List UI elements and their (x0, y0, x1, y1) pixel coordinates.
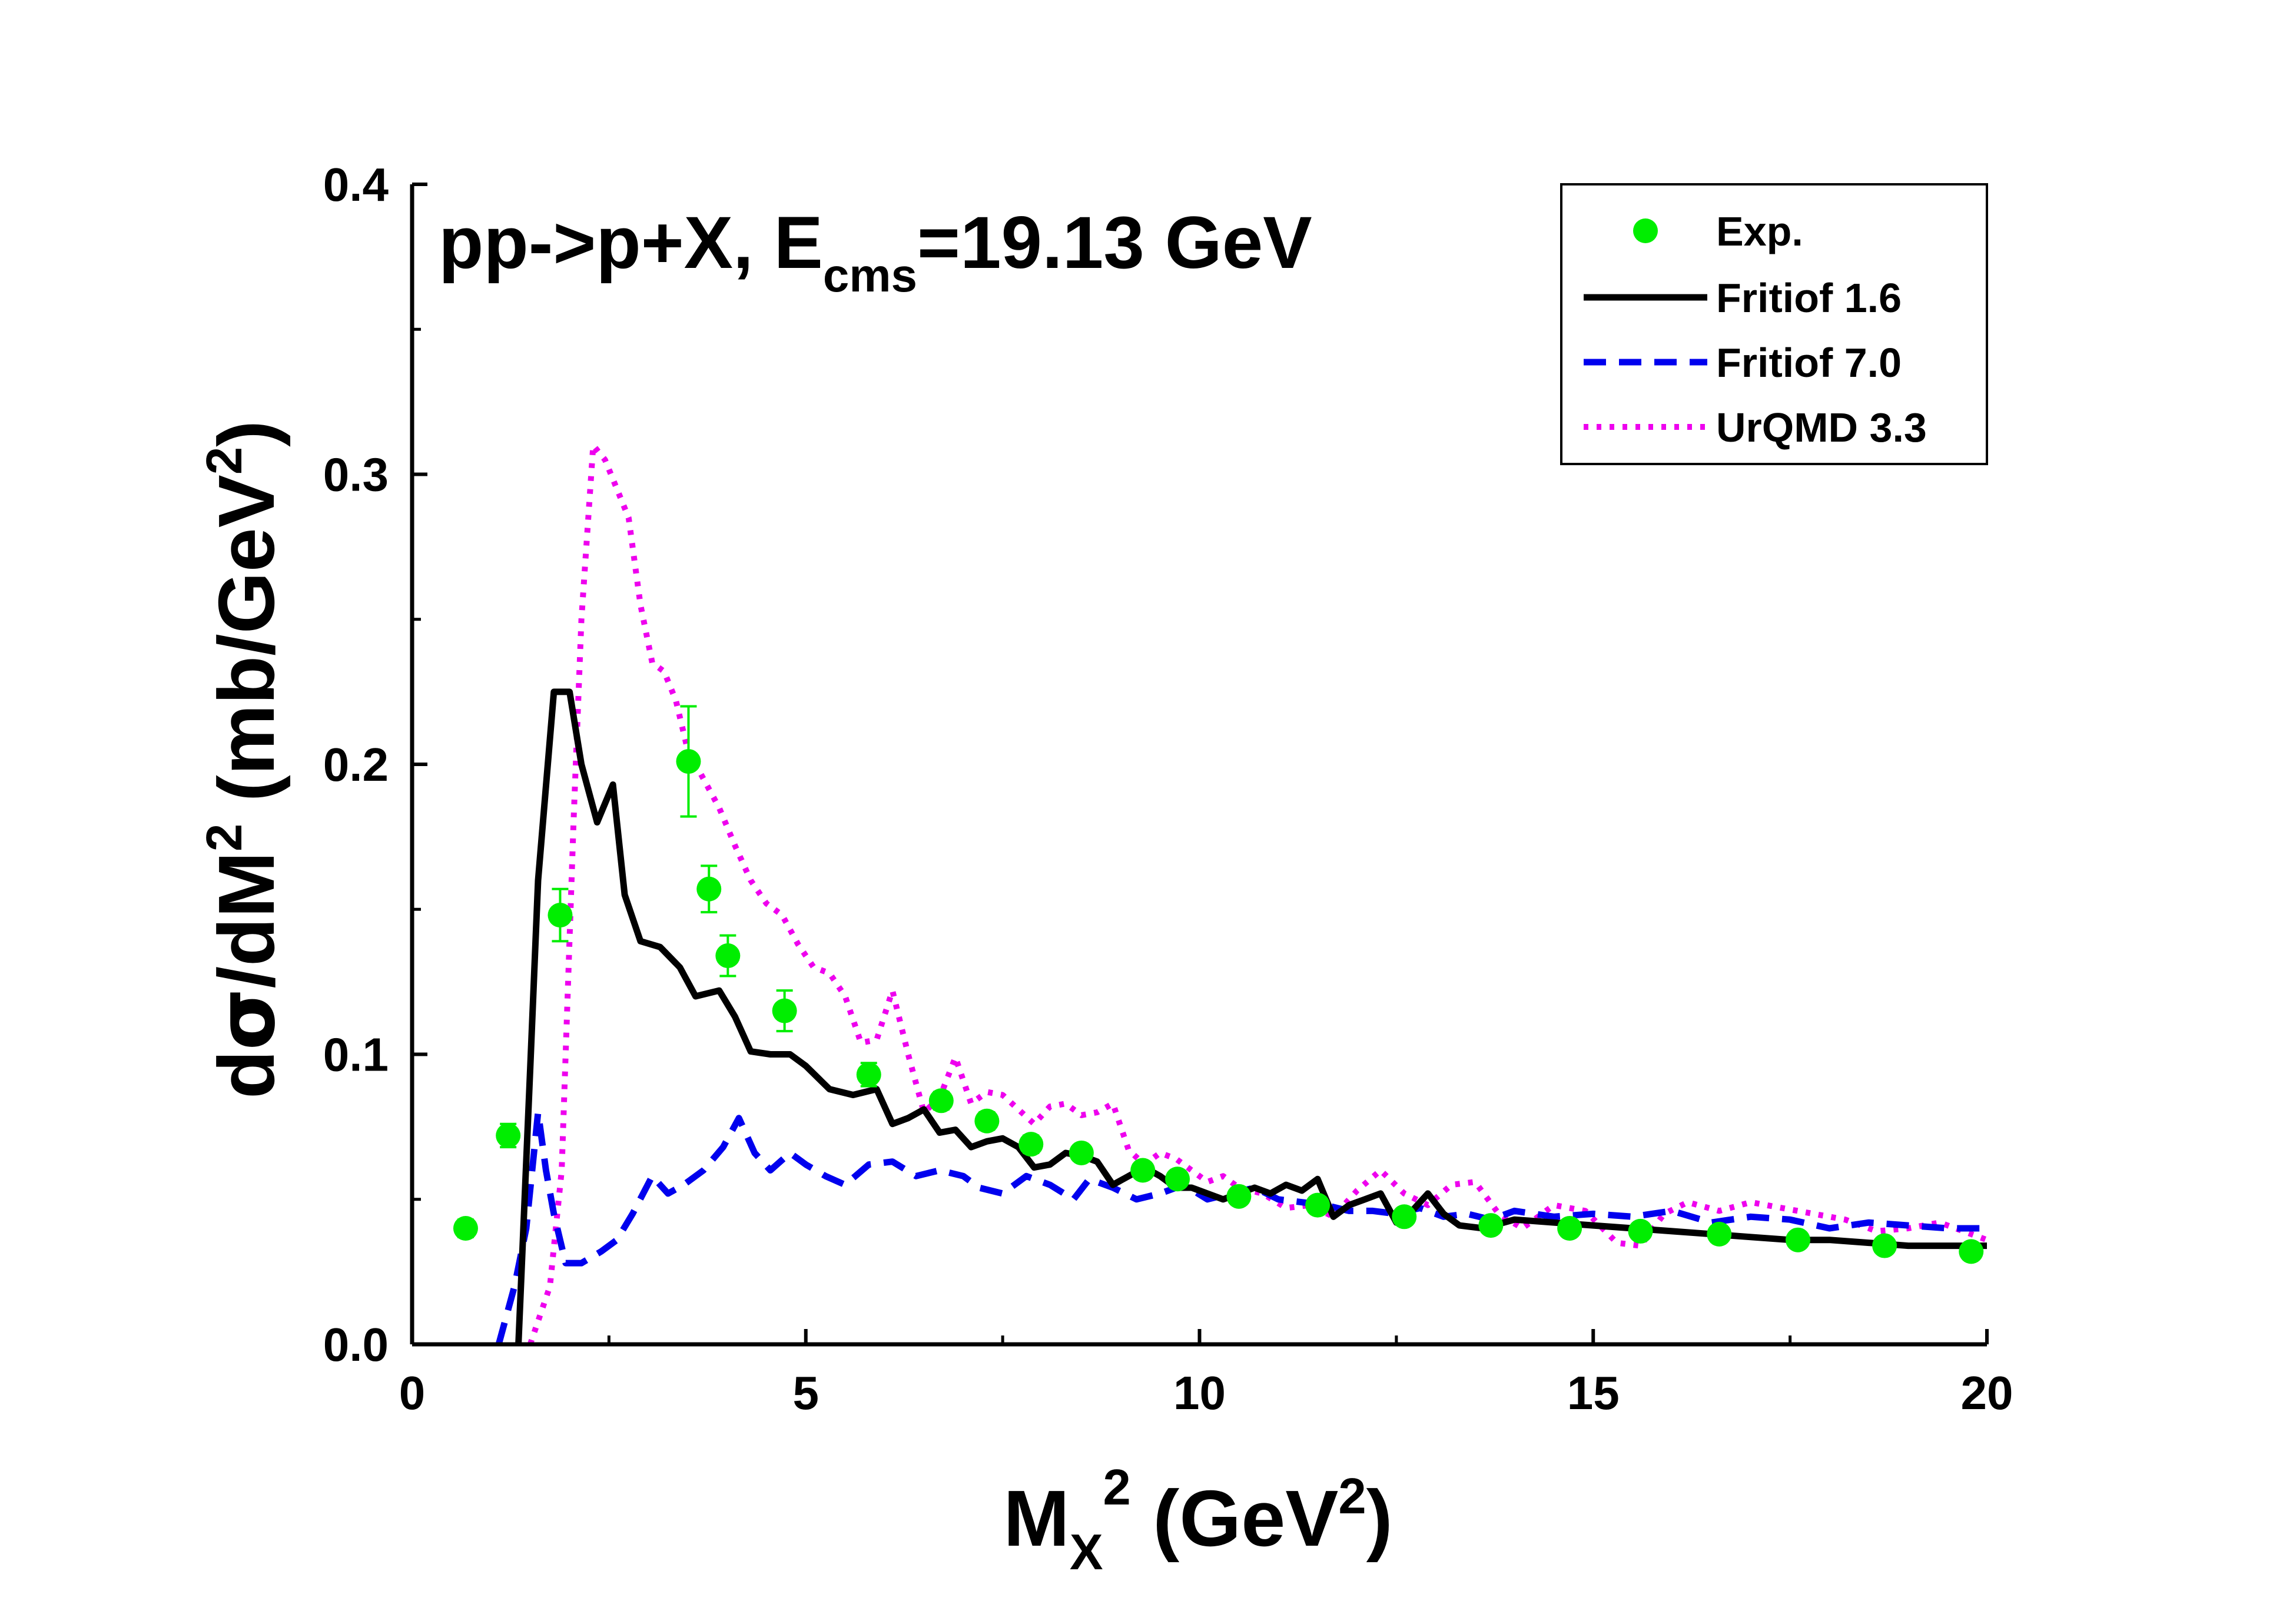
exp-marker (1392, 1204, 1417, 1229)
y-tick-label: 0.0 (323, 1318, 389, 1371)
exp-data-point (453, 1216, 478, 1241)
exp-data-point (1557, 1216, 1582, 1241)
exp-marker (496, 1123, 521, 1148)
axis-ticks: 0 5 10 15 20 0.0 0.1 0.2 0.3 0.4 (323, 158, 2013, 1419)
y-tick-label: 0.3 (323, 449, 389, 501)
exp-marker (1165, 1166, 1190, 1192)
exp-data-point (1478, 1213, 1504, 1238)
exp-marker (1628, 1218, 1653, 1244)
exp-marker (928, 1088, 954, 1113)
x-tick-label: 5 (793, 1367, 819, 1419)
exp-data-point (1130, 1158, 1156, 1183)
plot-area: 0 5 10 15 20 0.0 0.1 0.2 0.3 0.4 (323, 158, 2013, 1419)
exp-marker (1557, 1216, 1582, 1241)
exp-data-point (496, 1122, 521, 1149)
exp-data-point (928, 1088, 954, 1113)
data-curves (495, 442, 1988, 1345)
x-tick-label: 0 (399, 1367, 426, 1419)
exp-marker (696, 876, 722, 902)
exp-data-point (772, 989, 797, 1033)
exp-marker (1069, 1140, 1094, 1165)
data-points (453, 705, 1984, 1264)
x-tick-label: 15 (1567, 1367, 1620, 1419)
exp-data-point (856, 1062, 881, 1088)
exp-data-point (1959, 1239, 1984, 1264)
exp-data-point (1392, 1204, 1417, 1229)
exp-data-point (1786, 1227, 1810, 1252)
exp-marker (1959, 1239, 1984, 1264)
exp-marker (1478, 1213, 1504, 1238)
exp-marker (1707, 1221, 1732, 1247)
exp-data-point (696, 864, 722, 914)
exp-data-point (1707, 1221, 1732, 1247)
legend-label-urqmd: UrQMD 3.3 (1716, 405, 1927, 450)
legend-label-exp: Exp. (1716, 208, 1803, 254)
exp-marker (772, 998, 797, 1023)
exp-data-point (1872, 1233, 1897, 1258)
exp-marker (856, 1062, 881, 1087)
exp-data-point (1165, 1166, 1190, 1192)
exp-marker (715, 943, 741, 969)
exp-marker (1305, 1192, 1331, 1218)
exp-marker (1786, 1227, 1810, 1252)
exp-data-point (1018, 1132, 1044, 1157)
exp-data-point (1069, 1140, 1094, 1165)
exp-data-point (974, 1108, 1000, 1134)
legend-label-fritiof70: Fritiof 7.0 (1716, 340, 1902, 386)
exp-data-point (548, 887, 573, 943)
x-tick-label: 10 (1173, 1367, 1226, 1419)
exp-data-point (676, 705, 701, 818)
x-axis-title: MX2 (GeV2) (1003, 1460, 1392, 1580)
y-axis-title: dσ/dM2 (mb/GeV2) (197, 420, 293, 1099)
fritiof-7-0-curve (495, 1109, 1987, 1345)
exp-data-point (715, 934, 741, 977)
legend-box (1560, 183, 1988, 465)
exp-marker (453, 1216, 478, 1241)
urqmd-3-3-curve (527, 442, 1988, 1345)
exp-marker (1872, 1233, 1897, 1258)
exp-marker (676, 749, 701, 774)
exp-data-point (1305, 1192, 1331, 1218)
fritiof-1-6-curve (515, 688, 1987, 1345)
y-tick-label: 0.2 (323, 738, 389, 791)
legend-label-fritiof16: Fritiof 1.6 (1716, 275, 1902, 321)
y-tick-label: 0.1 (323, 1029, 389, 1081)
exp-data-point (1226, 1184, 1252, 1209)
plot-annotation: pp->p+X, Ecms=19.13 GeV (439, 202, 1312, 301)
exp-marker (974, 1108, 1000, 1134)
y-tick-label: 0.4 (323, 158, 389, 211)
exp-marker (1018, 1132, 1044, 1157)
x-tick-label: 20 (1961, 1367, 2013, 1419)
exp-marker (548, 903, 573, 928)
legend-marker-exp (1633, 218, 1658, 243)
legend: Exp. Fritiof 1.6 Fritiof 7.0 UrQMD 3.3 (1560, 183, 1988, 465)
exp-marker (1226, 1184, 1252, 1209)
exp-marker (1130, 1158, 1156, 1183)
exp-data-point (1628, 1218, 1653, 1244)
